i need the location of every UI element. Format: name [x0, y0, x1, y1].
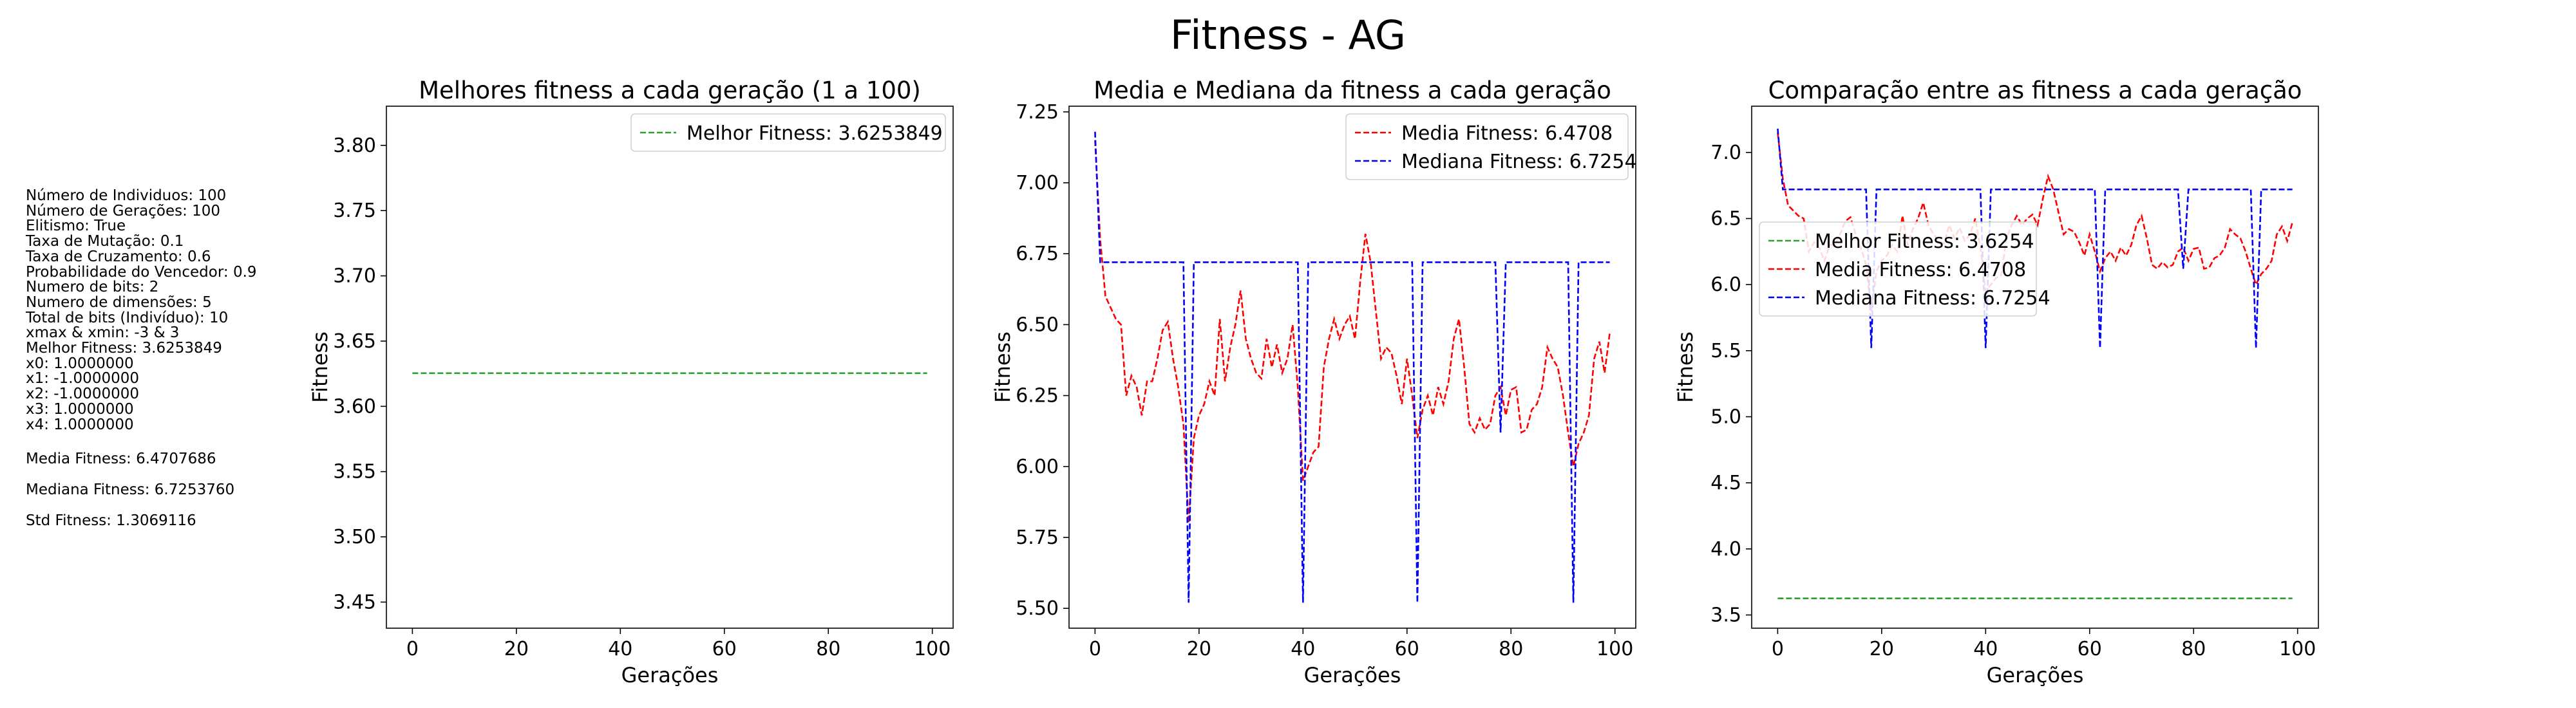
- parameters-panel: Número de Individuos: 100 Número de Geraç…: [26, 187, 257, 529]
- y-tick-label: 3.55: [333, 461, 376, 483]
- std-fitness-text: Std Fitness: 1.3069116: [26, 512, 196, 529]
- y-tick-label: 3.5: [1710, 604, 1741, 626]
- x-tick-label: 0: [1772, 638, 1784, 660]
- x-tick-label: 80: [816, 638, 840, 660]
- plot-frame: [1068, 106, 1636, 629]
- legend-label: Mediana Fitness: 6.7254: [1815, 287, 2050, 310]
- y-axis-label: Fitness: [1673, 331, 1698, 403]
- y-tick-label: 3.45: [333, 591, 376, 613]
- x-tick-label: 100: [2279, 638, 2316, 660]
- x-axis-label: Gerações: [1304, 663, 1401, 687]
- x-tick-label: 60: [2078, 638, 2102, 660]
- x-tick-label: 100: [1596, 638, 1633, 660]
- parameter-line: x1: -1.0000000: [26, 370, 139, 387]
- figure-title: Fitness - AG: [1170, 12, 1406, 59]
- y-tick-label: 3.65: [333, 330, 376, 353]
- y-tick-label: 7.00: [1016, 172, 1059, 194]
- media-fitness-text: Media Fitness: 6.4707686: [26, 451, 216, 468]
- parameter-line: Número de Gerações: 100: [26, 202, 221, 219]
- parameter-line: xmax & xmin: -3 & 3: [26, 324, 180, 342]
- chart-title: Comparação entre as fitness a cada geraç…: [1768, 77, 2302, 104]
- x-tick-label: 60: [1395, 638, 1419, 660]
- series-line: [1094, 140, 1611, 523]
- chart-title: Media e Mediana da fitness a cada geraçã…: [1094, 77, 1611, 104]
- parameter-line: Melhor Fitness: 3.6253849: [26, 340, 222, 357]
- y-tick-label: 6.00: [1016, 456, 1059, 478]
- parameter-line: Numero de bits: 2: [26, 279, 159, 296]
- series-line: [1094, 131, 1610, 603]
- chart-mean-median-fitness: 0 20 40 60 80 100 5.50 5.75 6.00 6.25 6.50 6.75 7.00…: [990, 77, 1637, 687]
- x-tick-label: 0: [1089, 638, 1101, 660]
- x-tick-label: 0: [406, 638, 419, 660]
- legend-label: Melhor Fitness: 3.6253849: [687, 122, 943, 145]
- chart-best-fitness: 0 20 40 60 80 100 3.45 3.50 3.55 3.60 3.65 3.70 3.75…: [308, 77, 954, 687]
- y-tick-label: 5.50: [1016, 597, 1059, 620]
- y-tick-label: 7.25: [1016, 101, 1059, 124]
- x-tick-label: 20: [1870, 638, 1894, 660]
- y-tick-label: 7.0: [1710, 142, 1741, 164]
- y-tick-label: 6.0: [1710, 274, 1741, 296]
- x-tick-label: 20: [1187, 638, 1211, 660]
- parameter-line: Taxa de Mutação: 0.1: [26, 233, 184, 250]
- parameter-line: Probabilidade do Vencedor: 0.9: [26, 263, 257, 281]
- x-tick-label: 100: [914, 638, 951, 660]
- legend-box: [630, 113, 946, 152]
- mediana-fitness-text: Mediana Fitness: 6.7253760: [26, 481, 235, 498]
- x-tick-label: 20: [504, 638, 529, 660]
- parameter-line: x2: -1.0000000: [26, 386, 139, 403]
- x-tick-label: 60: [712, 638, 737, 660]
- y-axis-label: Fitness: [990, 331, 1015, 403]
- y-tick-label: 6.5: [1710, 208, 1741, 230]
- parameter-line: x4: 1.0000000: [26, 416, 134, 433]
- y-tick-label: 5.5: [1710, 340, 1741, 362]
- y-tick-label: 4.0: [1710, 538, 1741, 561]
- legend-box: [1759, 221, 2037, 317]
- x-tick-label: 80: [1499, 638, 1523, 660]
- legend-box: [1345, 113, 1629, 180]
- parameter-line: x3: 1.0000000: [26, 400, 134, 418]
- chart-fitness-comparison: 0 20 40 60 80 100 3.5 4.0 4.5 5.0 5.5 6.0 6.5 7.0 Comp…: [1673, 77, 2319, 687]
- legend: Melhor Fitness: 3.6254 Media Fitness: 6.4…: [1759, 221, 2050, 317]
- parameter-line: x0: 1.0000000: [26, 355, 134, 372]
- legend-label: Media Fitness: 6.4708: [1815, 259, 2026, 281]
- y-tick-label: 5.0: [1710, 405, 1741, 428]
- parameter-line: Elitismo: True: [26, 218, 126, 235]
- parameter-line: Numero de dimensões: 5: [26, 293, 212, 311]
- y-tick-label: 6.75: [1016, 243, 1059, 265]
- parameter-list: Número de Individuos: 100 Número de Geraç…: [26, 187, 257, 433]
- legend: Media Fitness: 6.4708 Mediana Fitness: 6.…: [1345, 113, 1637, 180]
- y-tick-label: 3.70: [333, 265, 376, 288]
- plot-frame: [1751, 106, 2319, 629]
- x-tick-label: 80: [2181, 638, 2206, 660]
- legend-label: Melhor Fitness: 3.6254: [1815, 230, 2034, 253]
- y-tick-label: 3.60: [333, 395, 376, 418]
- parameter-line: Total de bits (Indivíduo): 10: [26, 309, 229, 326]
- y-tick-label: 3.80: [333, 135, 376, 157]
- y-tick-label: 6.25: [1016, 385, 1059, 407]
- x-axis-label: Gerações: [621, 663, 719, 687]
- parameter-line: Taxa de Cruzamento: 0.6: [26, 248, 211, 265]
- chart-title: Melhores fitness a cada geração (1 a 100…: [419, 77, 921, 104]
- legend-label: Media Fitness: 6.4708: [1401, 122, 1613, 145]
- y-tick-label: 3.75: [333, 200, 376, 222]
- legend-label: Mediana Fitness: 6.7254: [1401, 151, 1637, 173]
- y-tick-label: 6.50: [1016, 313, 1059, 336]
- y-tick-label: 5.75: [1016, 526, 1059, 549]
- plot-frame: [386, 106, 954, 629]
- y-tick-label: 3.50: [333, 526, 376, 548]
- x-tick-label: 40: [1973, 638, 1998, 660]
- y-tick-label: 4.5: [1710, 472, 1741, 494]
- x-tick-label: 40: [608, 638, 632, 660]
- legend: Melhor Fitness: 3.6253849: [630, 113, 946, 152]
- x-tick-label: 40: [1291, 638, 1315, 660]
- parameter-line: Número de Individuos: 100: [26, 187, 227, 204]
- x-axis-label: Gerações: [1987, 663, 2084, 687]
- y-axis-label: Fitness: [308, 331, 332, 403]
